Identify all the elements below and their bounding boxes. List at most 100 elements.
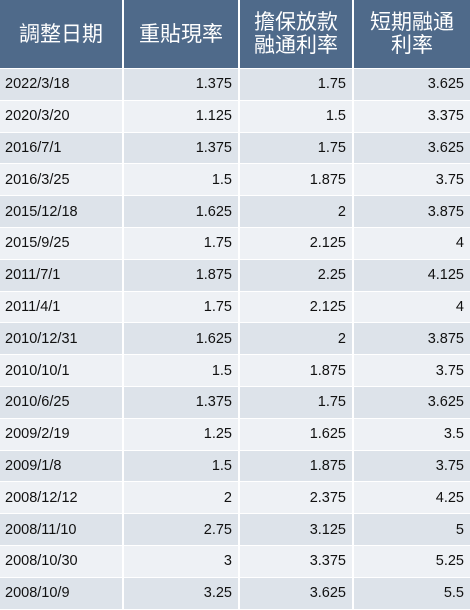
cell-rediscount-rate: 2.75 xyxy=(124,513,240,545)
cell-short-term-rate: 3.875 xyxy=(354,195,470,227)
cell-date: 2009/1/8 xyxy=(0,449,124,482)
cell-date: 2010/12/31 xyxy=(0,322,124,355)
cell-short-term-rate: 4 xyxy=(354,226,470,259)
cell-short-term-rate: 4.125 xyxy=(354,258,470,291)
cell-rediscount-rate: 1.5 xyxy=(124,354,240,386)
table-row: 2009/1/8 1.5 1.875 3.75 xyxy=(0,449,470,482)
cell-secured-loan-rate: 1.875 xyxy=(240,449,354,482)
cell-date: 2008/12/12 xyxy=(0,481,124,514)
cell-rediscount-rate: 3 xyxy=(124,544,240,577)
table-row: 2010/12/31 1.625 2 3.875 xyxy=(0,322,470,355)
header-row: 調整日期 重貼現率 擔保放款 融通利率 短期融通 利率 xyxy=(0,0,470,68)
cell-rediscount-rate: 3.25 xyxy=(124,576,240,609)
cell-secured-loan-rate: 1.875 xyxy=(240,354,354,386)
cell-secured-loan-rate: 2 xyxy=(240,322,354,355)
cell-short-term-rate: 3.75 xyxy=(354,449,470,482)
table-row: 2016/3/25 1.5 1.875 3.75 xyxy=(0,163,470,196)
header-line: 利率 xyxy=(391,34,433,57)
cell-rediscount-rate: 1.75 xyxy=(124,226,240,259)
cell-rediscount-rate: 2 xyxy=(124,481,240,514)
table-header: 調整日期 重貼現率 擔保放款 融通利率 短期融通 利率 xyxy=(0,0,470,68)
cell-short-term-rate: 3.625 xyxy=(354,131,470,164)
cell-date: 2015/12/18 xyxy=(0,195,124,227)
cell-date: 2008/11/10 xyxy=(0,513,124,545)
cell-secured-loan-rate: 2.125 xyxy=(240,226,354,259)
cell-short-term-rate: 3.625 xyxy=(354,68,470,100)
header-line: 調整日期 xyxy=(19,22,103,46)
cell-date: 2008/10/30 xyxy=(0,544,124,577)
header-secured-loan-rate: 擔保放款 融通利率 xyxy=(240,0,354,68)
table-row: 2011/7/1 1.875 2.25 4.125 xyxy=(0,258,470,291)
cell-short-term-rate: 4.25 xyxy=(354,481,470,514)
table-row: 2015/12/18 1.625 2 3.875 xyxy=(0,195,470,227)
header-rediscount-rate: 重貼現率 xyxy=(124,0,240,68)
cell-secured-loan-rate: 3.375 xyxy=(240,544,354,577)
cell-date: 2016/3/25 xyxy=(0,163,124,196)
table-row: 2010/6/25 1.375 1.75 3.625 xyxy=(0,385,470,418)
cell-short-term-rate: 4 xyxy=(354,290,470,323)
cell-date: 2010/6/25 xyxy=(0,385,124,418)
table-row: 2009/2/19 1.25 1.625 3.5 xyxy=(0,417,470,450)
table-row: 2016/7/1 1.375 1.75 3.625 xyxy=(0,131,470,164)
cell-date: 2022/3/18 xyxy=(0,68,124,100)
header-line: 短期融通 xyxy=(370,11,454,34)
cell-secured-loan-rate: 1.875 xyxy=(240,163,354,196)
cell-secured-loan-rate: 3.125 xyxy=(240,513,354,545)
cell-secured-loan-rate: 1.75 xyxy=(240,68,354,100)
cell-short-term-rate: 3.75 xyxy=(354,163,470,196)
table-row: 2008/12/12 2 2.375 4.25 xyxy=(0,481,470,514)
cell-date: 2011/7/1 xyxy=(0,258,124,291)
cell-secured-loan-rate: 2.125 xyxy=(240,290,354,323)
table-row: 2010/10/1 1.5 1.875 3.75 xyxy=(0,354,470,386)
cell-date: 2020/3/20 xyxy=(0,99,124,132)
cell-short-term-rate: 5.25 xyxy=(354,544,470,577)
cell-secured-loan-rate: 1.75 xyxy=(240,131,354,164)
table-row: 2008/11/10 2.75 3.125 5 xyxy=(0,513,470,545)
header-line: 重貼現率 xyxy=(139,22,223,46)
cell-rediscount-rate: 1.625 xyxy=(124,322,240,355)
header-line: 融通利率 xyxy=(254,34,338,57)
header-adjustment-date: 調整日期 xyxy=(0,0,124,68)
table-row: 2015/9/25 1.75 2.125 4 xyxy=(0,226,470,259)
header-line: 擔保放款 xyxy=(254,11,338,34)
header-short-term-rate: 短期融通 利率 xyxy=(354,0,470,68)
cell-date: 2016/7/1 xyxy=(0,131,124,164)
cell-short-term-rate: 3.75 xyxy=(354,354,470,386)
cell-rediscount-rate: 1.75 xyxy=(124,290,240,323)
table-row: 2011/4/1 1.75 2.125 4 xyxy=(0,290,470,323)
cell-secured-loan-rate: 2.375 xyxy=(240,481,354,514)
cell-rediscount-rate: 1.5 xyxy=(124,163,240,196)
cell-date: 2008/10/9 xyxy=(0,576,124,609)
cell-short-term-rate: 3.875 xyxy=(354,322,470,355)
cell-secured-loan-rate: 1.625 xyxy=(240,417,354,450)
cell-short-term-rate: 3.5 xyxy=(354,417,470,450)
cell-secured-loan-rate: 2 xyxy=(240,195,354,227)
cell-date: 2010/10/1 xyxy=(0,354,124,386)
cell-rediscount-rate: 1.375 xyxy=(124,68,240,100)
cell-rediscount-rate: 1.25 xyxy=(124,417,240,450)
table-body: 2022/3/18 1.375 1.75 3.625 2020/3/20 1.125 1.5… xyxy=(0,68,470,609)
cell-short-term-rate: 5.5 xyxy=(354,576,470,609)
table-row: 2008/10/30 3 3.375 5.25 xyxy=(0,544,470,577)
cell-rediscount-rate: 1.625 xyxy=(124,195,240,227)
cell-rediscount-rate: 1.875 xyxy=(124,258,240,291)
cell-date: 2011/4/1 xyxy=(0,290,124,323)
cell-secured-loan-rate: 3.625 xyxy=(240,576,354,609)
cell-secured-loan-rate: 1.5 xyxy=(240,99,354,132)
cell-date: 2009/2/19 xyxy=(0,417,124,450)
cell-rediscount-rate: 1.375 xyxy=(124,131,240,164)
cell-secured-loan-rate: 1.75 xyxy=(240,385,354,418)
cell-rediscount-rate: 1.375 xyxy=(124,385,240,418)
table-row: 2022/3/18 1.375 1.75 3.625 xyxy=(0,68,470,100)
cell-rediscount-rate: 1.125 xyxy=(124,99,240,132)
cell-secured-loan-rate: 2.25 xyxy=(240,258,354,291)
cell-short-term-rate: 3.375 xyxy=(354,99,470,132)
cell-rediscount-rate: 1.5 xyxy=(124,449,240,482)
table-row: 2020/3/20 1.125 1.5 3.375 xyxy=(0,99,470,132)
cell-short-term-rate: 3.625 xyxy=(354,385,470,418)
table-row: 2008/10/9 3.25 3.625 5.5 xyxy=(0,576,470,609)
cell-date: 2015/9/25 xyxy=(0,226,124,259)
cell-short-term-rate: 5 xyxy=(354,513,470,545)
